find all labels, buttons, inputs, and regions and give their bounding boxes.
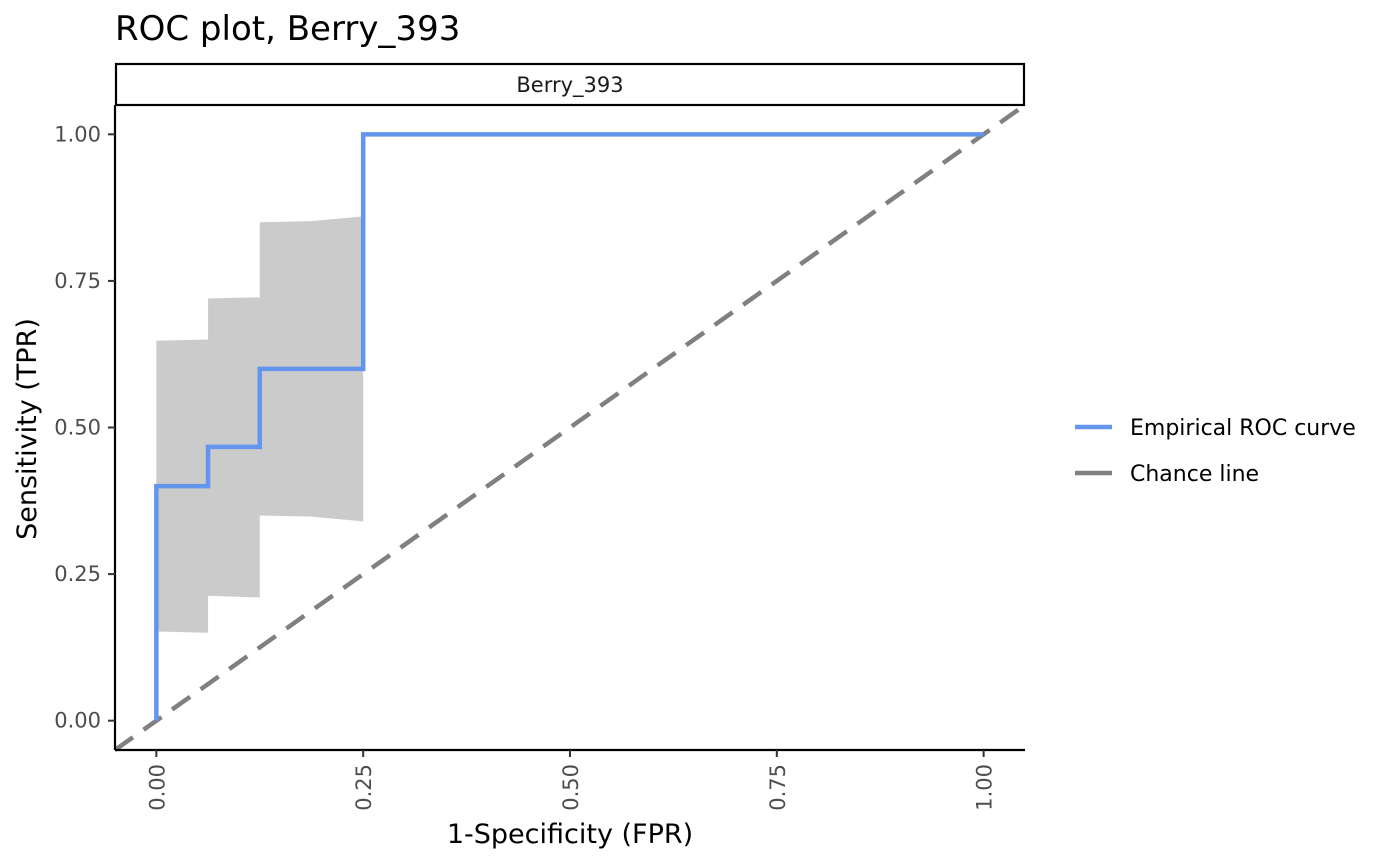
x-tick-label: 0.75 <box>766 764 790 811</box>
x-tick-label: 0.25 <box>352 764 376 811</box>
legend-label-roc: Empirical ROC curve <box>1130 416 1356 441</box>
plot-area <box>113 103 1027 752</box>
axis-ticks: 0.00 0.25 0.50 0.75 1.00 0.00 0.25 0.50 0.75 1.00 <box>54 122 996 810</box>
y-tick-label: 0.50 <box>54 416 101 440</box>
legend: Empirical ROC curve Chance line <box>1075 416 1356 487</box>
roc-curve <box>154 132 984 721</box>
y-tick-label: 1.00 <box>54 122 101 146</box>
facet-strip <box>114 62 1026 107</box>
legend-label-chance: Chance line <box>1130 462 1259 487</box>
chance-line <box>113 103 1027 752</box>
y-tick-label: 0.75 <box>54 269 101 293</box>
y-tick-label: 0.25 <box>54 562 101 586</box>
facet-strip-label: Berry_393 <box>516 73 623 98</box>
x-tick-label: 0.50 <box>559 764 583 811</box>
y-axis-title: Sensitivity (TPR) <box>12 318 43 540</box>
x-tick-label: 1.00 <box>973 764 997 811</box>
x-tick-label: 0.00 <box>145 764 169 811</box>
y-tick-label: 0.00 <box>54 709 101 733</box>
chart-title: ROC plot, Berry_393 <box>115 9 460 49</box>
x-axis-title: 1-Specificity (FPR) <box>447 819 693 850</box>
